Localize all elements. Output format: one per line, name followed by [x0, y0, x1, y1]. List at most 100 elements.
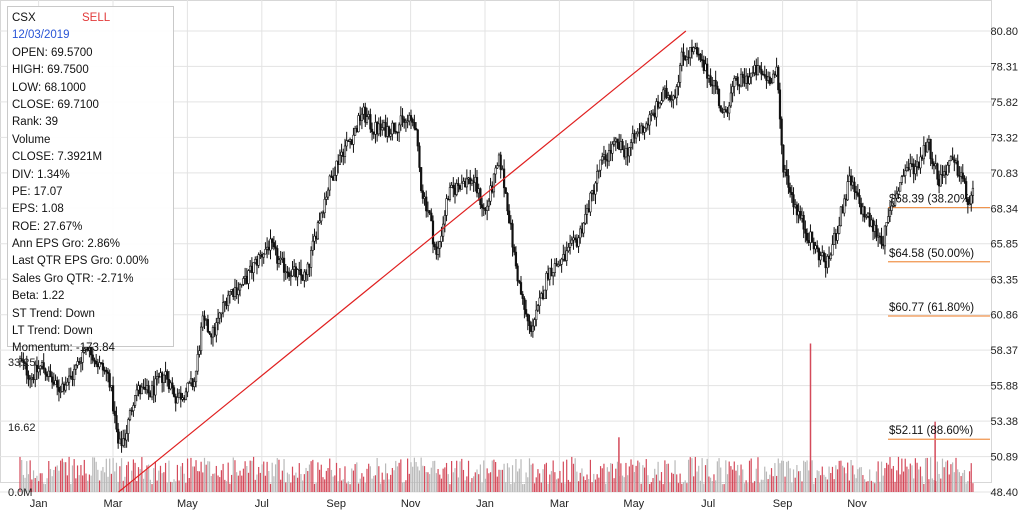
- candle-body: [557, 264, 560, 267]
- candle-body: [631, 133, 634, 143]
- candle-body: [52, 381, 55, 385]
- candle-body: [218, 312, 221, 319]
- candle-body: [188, 382, 191, 384]
- candle-body: [338, 155, 342, 165]
- price-tick-label: 75.82: [990, 97, 1018, 109]
- candle-body: [462, 181, 465, 184]
- stat-row: EPS: 1.08: [12, 203, 64, 216]
- candle-body: [394, 130, 397, 133]
- candle-body: [546, 273, 550, 280]
- candle-body: [838, 225, 841, 234]
- stat-row: PE: 17.07: [12, 185, 63, 198]
- candle-body: [931, 158, 934, 164]
- candle-body: [780, 118, 783, 146]
- candle-body: [320, 212, 323, 222]
- stat-row: Rank: 39: [12, 116, 59, 129]
- candle-body: [868, 212, 871, 227]
- candle-body: [878, 235, 881, 238]
- candle-body: [389, 133, 392, 137]
- candle-body: [420, 167, 423, 191]
- candle-body: [391, 122, 394, 135]
- candle-body: [619, 141, 622, 150]
- candle-body: [47, 370, 50, 377]
- candle-body: [812, 242, 815, 250]
- candle-body: [655, 101, 658, 118]
- candle-body: [915, 161, 919, 167]
- candle-body: [530, 325, 533, 332]
- candle-body: [450, 184, 453, 188]
- candle-body: [721, 110, 724, 113]
- candle-body: [381, 127, 384, 131]
- candle-body: [778, 89, 782, 120]
- candle-body: [782, 144, 785, 173]
- candle-body: [743, 77, 746, 84]
- candle-body: [853, 181, 856, 192]
- candle-body: [590, 190, 594, 194]
- candle-body: [398, 124, 401, 133]
- candle-body: [423, 196, 426, 199]
- candle-body: [447, 198, 450, 200]
- red-trend-line: [118, 30, 687, 493]
- candle-body: [355, 127, 358, 133]
- candle-body: [794, 204, 797, 208]
- candle-body: [558, 264, 562, 266]
- candle-body: [354, 127, 357, 136]
- month-tick-label: Sep: [773, 498, 793, 510]
- price-axis: 80.80 78.31 75.82 73.32 70.83 68.34 65.85 63.35…: [990, 26, 1018, 499]
- candle-body: [579, 228, 582, 239]
- candle-body: [436, 248, 440, 255]
- stat-row: OPEN: 69.5700: [12, 46, 93, 59]
- candle-body: [298, 268, 301, 271]
- candle-body: [523, 298, 526, 310]
- candle-body: [365, 116, 369, 123]
- candle-body: [519, 282, 523, 295]
- candle-body: [860, 203, 863, 215]
- candle-body: [843, 198, 846, 214]
- candle-body: [49, 370, 52, 378]
- candle-body: [966, 198, 969, 205]
- candle-body: [142, 386, 145, 389]
- candle-body: [953, 159, 956, 163]
- candle-body: [795, 204, 799, 216]
- candle-body: [799, 211, 802, 219]
- candle-body: [695, 46, 699, 55]
- candle-body: [245, 275, 248, 284]
- candle-body: [650, 113, 653, 116]
- stat-row: LOW: 68.1000: [12, 81, 86, 94]
- candle-body: [922, 145, 925, 160]
- candle-body: [734, 76, 738, 79]
- candle-body: [855, 191, 858, 194]
- candle-body: [310, 250, 313, 268]
- candle-body: [932, 163, 936, 167]
- candle-body: [299, 268, 303, 276]
- candle-body: [464, 181, 467, 188]
- candle-body: [172, 387, 176, 397]
- candle-body: [934, 163, 937, 167]
- candle-body: [150, 385, 154, 398]
- month-tick-label: Jul: [255, 498, 269, 510]
- candle-body: [919, 156, 922, 169]
- candle-body: [152, 385, 155, 396]
- candle-body: [702, 59, 705, 71]
- candle-body: [350, 139, 353, 145]
- quote-date: 12/03/2019: [12, 29, 70, 42]
- candle-body: [746, 75, 749, 84]
- candle-body: [575, 239, 578, 247]
- candle-body: [315, 235, 318, 240]
- price-tick-label: 63.35: [990, 274, 1018, 286]
- stat-row: LT Trend: Down: [12, 325, 93, 338]
- candle-body: [113, 410, 116, 416]
- trend-line: [118, 30, 687, 493]
- candle-body: [162, 374, 165, 383]
- candle-body: [457, 183, 460, 186]
- candle-body: [833, 233, 836, 245]
- candle-body: [282, 257, 286, 273]
- candle-body: [404, 120, 408, 123]
- candle-body: [23, 362, 27, 364]
- candle-body: [910, 163, 914, 165]
- candle-body: [382, 122, 386, 129]
- candle-body: [96, 363, 99, 368]
- stat-row: CLOSE: 69.7100: [12, 98, 99, 111]
- candle-body: [643, 127, 646, 133]
- candle-body: [496, 165, 499, 169]
